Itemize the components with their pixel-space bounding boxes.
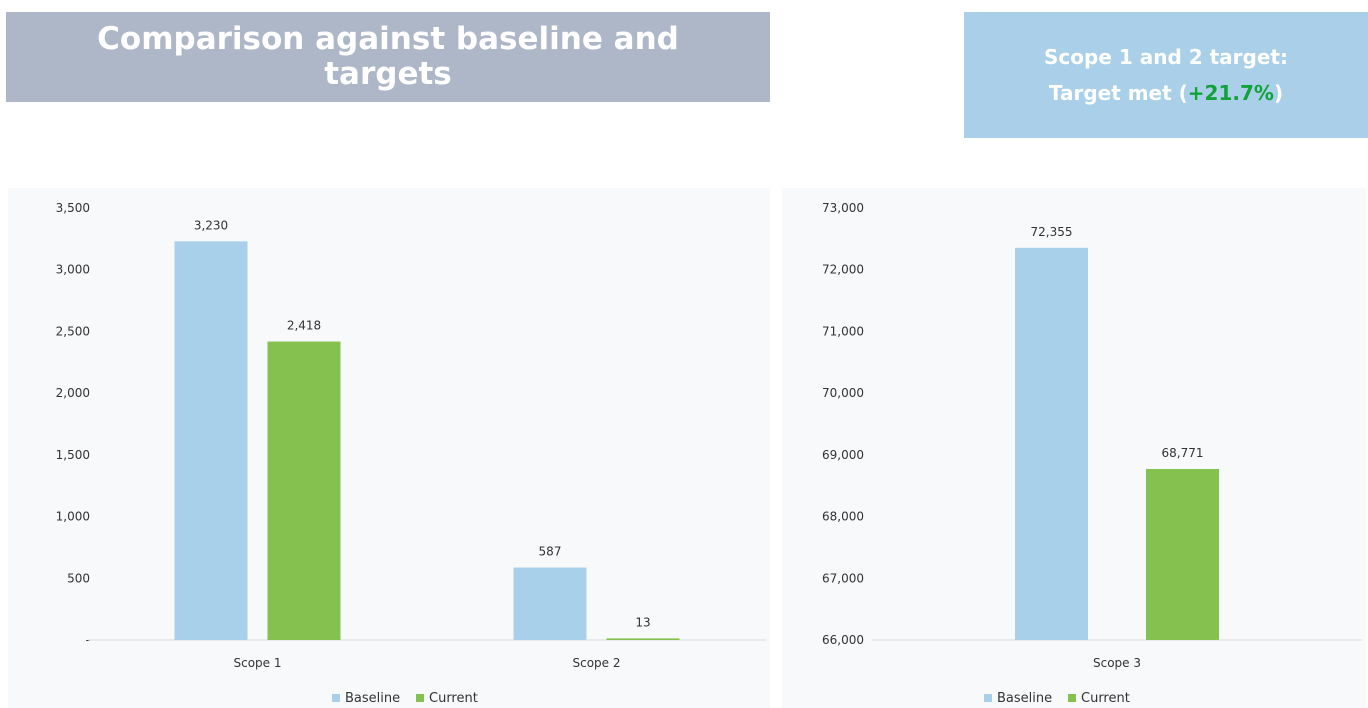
y-tick-label: 67,000 [822, 571, 864, 585]
legend-swatch-current [1068, 694, 1076, 702]
legend-swatch-baseline [332, 694, 340, 702]
data-label-baseline-scope-3: 72,355 [1031, 225, 1073, 239]
page-title-line2: targets [324, 56, 452, 92]
y-tick-label: 2,000 [56, 386, 90, 400]
y-tick-label: 70,000 [822, 386, 864, 400]
legend-label-current: Current [429, 691, 478, 706]
y-tick-label: 68,000 [822, 510, 864, 524]
page-title-line1: Comparison against baseline and [97, 21, 679, 57]
legend-label-baseline: Baseline [345, 691, 400, 706]
y-tick-label: 71,000 [822, 324, 864, 338]
data-label-current-scope-2: 13 [635, 615, 650, 629]
legend-label-current: Current [1081, 691, 1130, 706]
y-tick-label: 73,000 [822, 201, 864, 215]
scope-3-chart: 66,000 67,000 68,000 69,000 70,000 71,000 72,0… [782, 188, 1366, 708]
data-label-baseline-scope-1: 3,230 [194, 218, 228, 232]
target-status-suffix: ) [1273, 81, 1284, 105]
bar-baseline-scope-3 [1015, 247, 1088, 640]
scope-1-2-chart-svg: - 500 1,000 1,500 2,000 2,500 3,000 3,500 3,230 2… [56, 201, 766, 706]
data-label-current-scope-3: 68,771 [1162, 446, 1204, 460]
y-tick-label: 66,000 [822, 633, 864, 647]
legend-label-baseline: Baseline [997, 691, 1052, 706]
target-status-prefix: Target met ( [1048, 81, 1188, 105]
x-category-label: Scope 3 [1093, 656, 1141, 670]
data-label-current-scope-1: 2,418 [287, 319, 321, 333]
target-status: Target met (+21.7%) [1049, 75, 1283, 111]
legend-swatch-current [416, 694, 424, 702]
scope-3-chart-svg: 66,000 67,000 68,000 69,000 70,000 71,000 72,0… [822, 201, 1362, 706]
y-tick-label: 3,000 [56, 263, 90, 277]
bar-current-scope-2 [606, 638, 680, 640]
y-tick-label: 1,500 [56, 448, 90, 462]
target-status-box: Scope 1 and 2 target: Target met (+21.7%… [964, 12, 1368, 138]
y-tick-label: - [86, 633, 90, 647]
y-tick-label: 3,500 [56, 201, 90, 215]
y-tick-label: 72,000 [822, 263, 864, 277]
data-label-baseline-scope-2: 587 [539, 545, 562, 559]
x-category-label: Scope 1 [233, 656, 281, 670]
bar-current-scope-3 [1146, 468, 1219, 640]
target-label: Scope 1 and 2 target: [1044, 45, 1288, 69]
title-banner: Comparison against baseline and targets [6, 12, 770, 102]
target-percent: +21.7% [1187, 81, 1274, 105]
bar-baseline-scope-1 [174, 241, 248, 640]
bar-baseline-scope-2 [513, 567, 587, 640]
x-category-label: Scope 2 [572, 656, 620, 670]
y-tick-label: 1,000 [56, 510, 90, 524]
bar-current-scope-1 [267, 341, 341, 640]
legend-swatch-baseline [984, 694, 992, 702]
scope-1-2-chart: - 500 1,000 1,500 2,000 2,500 3,000 3,500 3,230 2… [8, 188, 770, 708]
y-tick-label: 500 [67, 571, 90, 585]
y-tick-label: 69,000 [822, 448, 864, 462]
y-tick-label: 2,500 [56, 324, 90, 338]
